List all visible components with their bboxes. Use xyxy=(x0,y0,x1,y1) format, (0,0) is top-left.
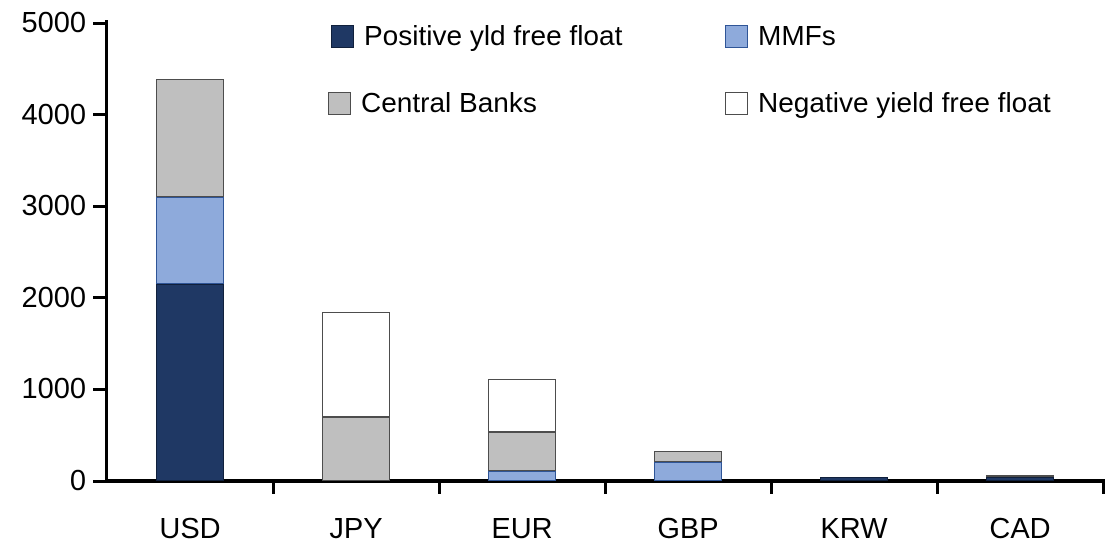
x-axis-tick xyxy=(769,481,773,494)
legend-item-negative-yield-free-float: Negative yield free float xyxy=(725,86,1051,120)
legend-item-mmfs: MMFs xyxy=(725,19,836,53)
y-axis-tick xyxy=(93,479,107,483)
x-axis-label-gbp: GBP xyxy=(657,513,719,545)
legend-swatch-positive-yld-free-float xyxy=(331,24,354,48)
bar-segment-eur-negative xyxy=(488,379,556,432)
y-axis-tick-label: 1000 xyxy=(21,373,86,406)
x-axis-label-eur: EUR xyxy=(491,513,553,545)
y-axis-tick-label: 4000 xyxy=(21,98,86,131)
bar-krw xyxy=(820,476,888,481)
bar-segment-usd-positive xyxy=(156,284,224,481)
bar-cad xyxy=(986,475,1054,481)
legend-label-negative-yield-free-float: Negative yield free float xyxy=(758,87,1051,118)
bar-segment-jpy-negative xyxy=(322,311,390,417)
y-axis-line xyxy=(105,20,108,483)
legend-item-central-banks: Central Banks xyxy=(328,86,537,120)
x-axis-label-jpy: JPY xyxy=(329,513,383,545)
bar-segment-gbp-central xyxy=(654,450,722,462)
y-axis-tick-label: 5000 xyxy=(21,7,86,39)
x-axis-label-cad: CAD xyxy=(989,513,1051,545)
legend-swatch-central-banks xyxy=(328,91,351,115)
x-axis-label-usd: USD xyxy=(159,513,221,545)
y-axis-tick xyxy=(93,113,107,117)
legend-item-positive-yld-free-float: Positive yld free float xyxy=(331,19,622,53)
bar-segment-eur-mmfs xyxy=(488,470,556,481)
y-axis-tick-label: 3000 xyxy=(21,190,86,223)
bar-segment-gbp-mmfs xyxy=(654,461,722,481)
bar-gbp xyxy=(654,450,722,481)
bar-usd xyxy=(156,78,224,481)
bar-segment-jpy-central xyxy=(322,416,390,481)
x-axis-label-krw: KRW xyxy=(820,513,888,545)
y-axis-tick xyxy=(93,296,107,300)
y-axis-tick xyxy=(93,204,107,208)
bar-segment-krw-positive xyxy=(820,476,888,481)
y-axis-tick xyxy=(93,387,107,391)
legend-swatch-mmfs xyxy=(725,24,748,48)
legend-label-positive-yld-free-float: Positive yld free float xyxy=(364,20,623,51)
legend-label-central-banks: Central Banks xyxy=(361,87,537,118)
legend-label-mmfs: MMFs xyxy=(758,20,836,51)
bar-segment-cad-central xyxy=(986,475,1054,478)
bar-jpy xyxy=(322,311,390,481)
x-axis-tick xyxy=(935,481,939,494)
bar-segment-usd-mmfs xyxy=(156,197,224,285)
legend-swatch-negative-yield-free-float xyxy=(725,91,748,115)
bar-segment-usd-central xyxy=(156,78,224,198)
y-axis-tick-label: 2000 xyxy=(21,281,86,314)
y-axis-tick-label: 0 xyxy=(69,465,86,497)
bar-segment-cad-positive xyxy=(986,477,1054,481)
x-axis-tick xyxy=(271,481,275,494)
x-axis-tick xyxy=(437,481,441,494)
x-axis-tick xyxy=(603,481,607,494)
bar-segment-eur-central xyxy=(488,431,556,471)
bar-eur xyxy=(488,379,556,481)
x-axis-tick xyxy=(1101,481,1105,494)
y-axis-tick xyxy=(93,21,107,25)
